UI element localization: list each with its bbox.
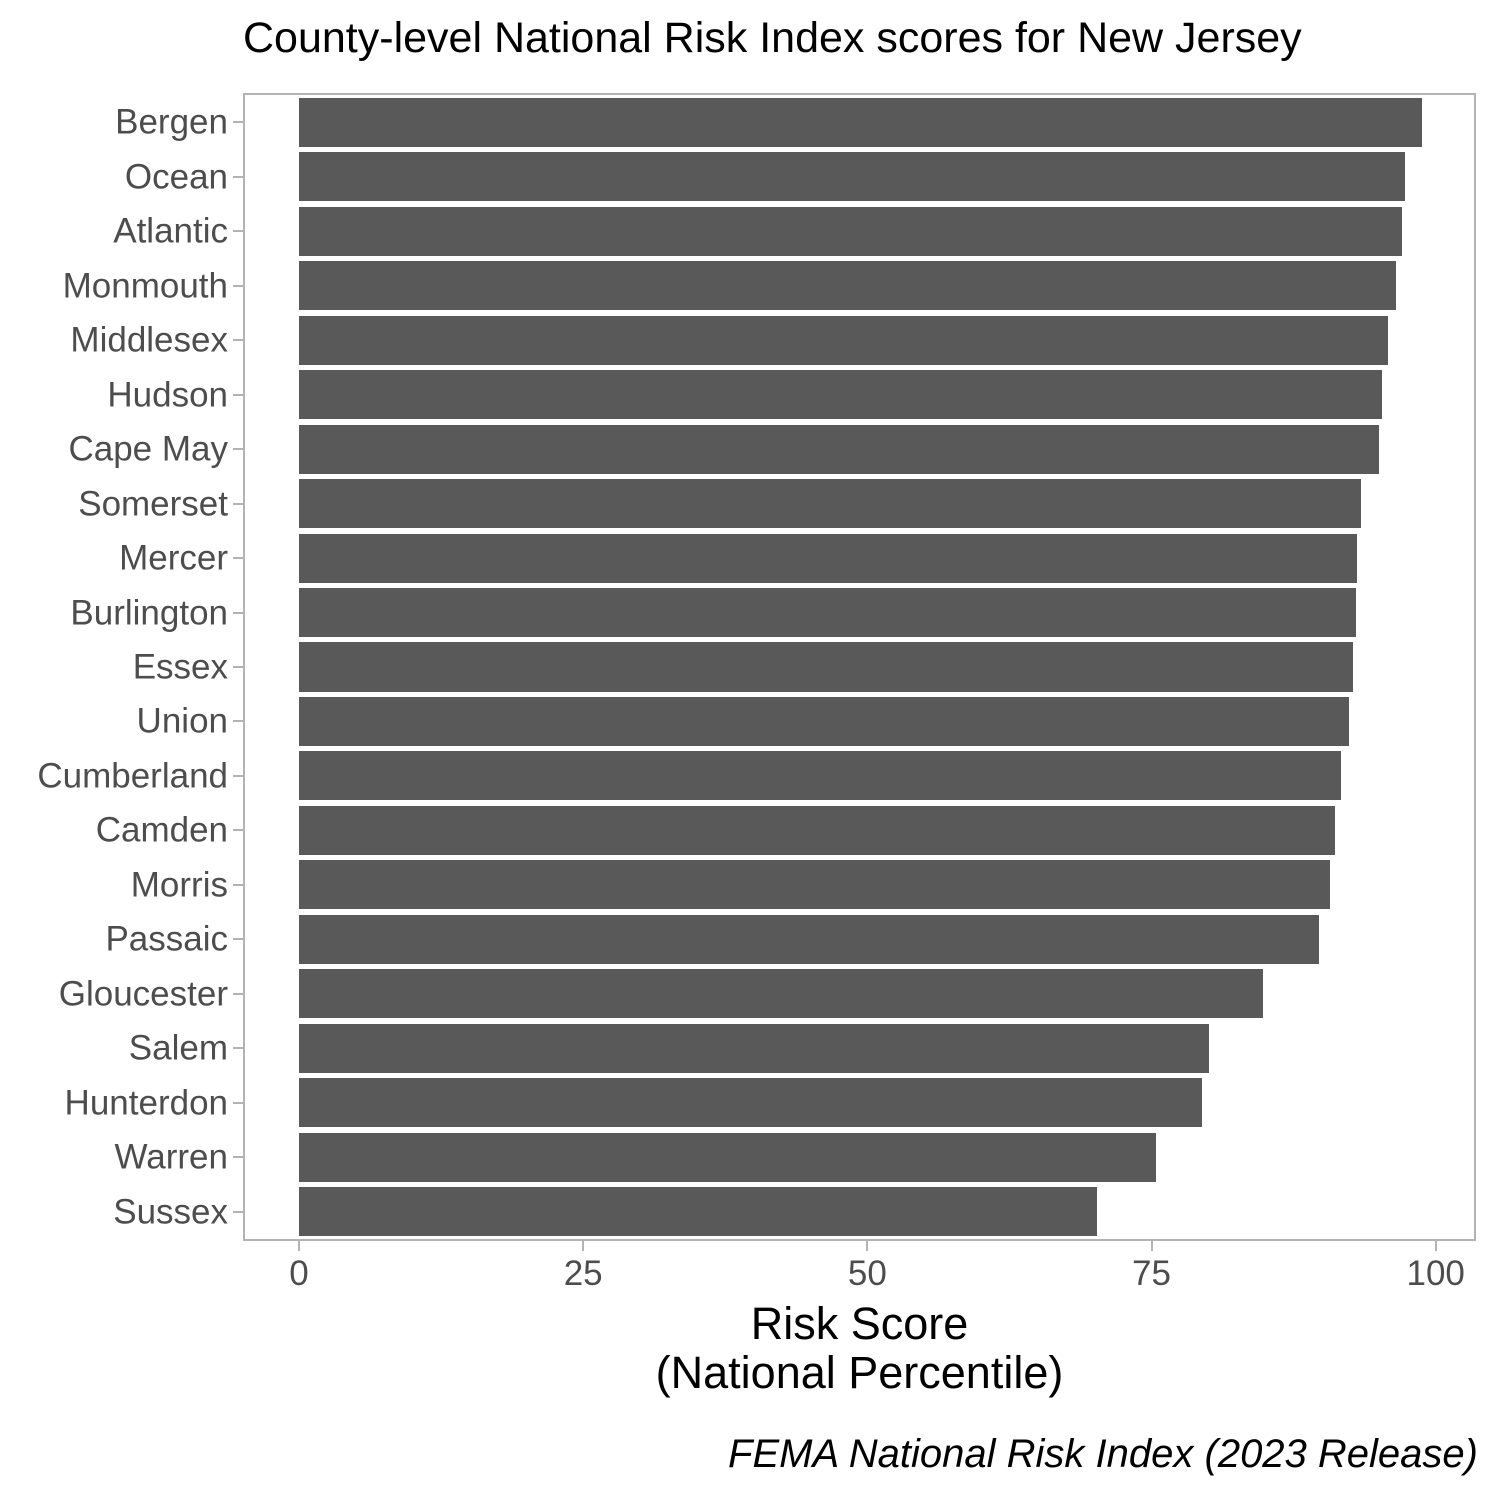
x-tick-mark <box>1434 1241 1437 1251</box>
bar-ocean <box>299 152 1405 202</box>
page-title: County-level National Risk Index scores … <box>243 14 1302 62</box>
bar-monmouth <box>299 261 1396 311</box>
y-axis-label-union: Union <box>136 701 228 741</box>
y-axis-label-middlesex: Middlesex <box>70 320 228 360</box>
y-axis-label-atlantic: Atlantic <box>113 211 228 251</box>
y-axis-label-somerset: Somerset <box>78 484 228 524</box>
x-axis-tick-label: 0 <box>289 1254 309 1293</box>
y-tick-mark <box>233 393 243 396</box>
y-axis-label-warren: Warren <box>114 1137 228 1177</box>
y-tick-mark <box>233 1047 243 1050</box>
source-caption: FEMA National Risk Index (2023 Release) <box>728 1432 1478 1476</box>
y-tick-mark <box>233 666 243 668</box>
bar-gloucester <box>299 969 1263 1019</box>
y-tick-mark <box>233 1210 243 1213</box>
x-axis-tick-label: 75 <box>1132 1254 1171 1293</box>
x-tick-mark <box>1150 1241 1153 1251</box>
x-tick-mark <box>866 1241 869 1251</box>
y-axis-label-cumberland: Cumberland <box>37 756 228 796</box>
y-axis-label-essex: Essex <box>132 647 228 687</box>
bar-union <box>299 696 1350 746</box>
x-axis-tick-label: 50 <box>847 1254 887 1293</box>
y-axis-label-sussex: Sussex <box>113 1192 228 1232</box>
bar-atlantic <box>299 206 1402 256</box>
y-tick-mark <box>233 720 243 723</box>
y-tick-mark <box>233 1156 243 1159</box>
y-tick-mark <box>233 121 243 124</box>
y-tick-mark <box>233 557 243 560</box>
x-axis-tick-label: 25 <box>563 1254 603 1293</box>
bar-somerset <box>299 479 1361 529</box>
y-tick-mark <box>233 774 243 777</box>
bar-sussex <box>299 1187 1097 1237</box>
y-axis-label-ocean: Ocean <box>124 157 228 197</box>
y-tick-mark <box>233 175 243 178</box>
bar-warren <box>299 1132 1157 1182</box>
y-tick-mark <box>233 611 243 614</box>
x-axis-tick-label: 100 <box>1406 1254 1465 1293</box>
y-axis-label-camden: Camden <box>95 810 228 850</box>
x-axis-title: Risk Score <box>750 1298 969 1349</box>
y-axis-label-bergen: Bergen <box>115 102 228 142</box>
y-tick-mark <box>233 448 243 451</box>
y-tick-mark <box>233 1101 243 1104</box>
bar-salem <box>299 1023 1210 1073</box>
bar-cape-may <box>299 424 1379 474</box>
y-axis-label-salem: Salem <box>128 1028 228 1068</box>
y-axis-label-hunterdon: Hunterdon <box>64 1083 228 1123</box>
y-axis-label-morris: Morris <box>130 865 228 905</box>
y-tick-mark <box>233 992 243 995</box>
bar-middlesex <box>299 315 1388 365</box>
bar-cumberland <box>299 751 1342 801</box>
y-axis-label-cape-may: Cape May <box>68 429 228 469</box>
x-tick-mark <box>298 1241 300 1251</box>
bar-hudson <box>299 370 1383 420</box>
y-tick-mark <box>233 339 243 342</box>
bar-passaic <box>299 914 1319 964</box>
y-tick-mark <box>233 883 243 886</box>
y-axis-label-passaic: Passaic <box>105 919 228 959</box>
y-axis-label-mercer: Mercer <box>119 538 228 578</box>
bar-camden <box>299 805 1335 855</box>
y-axis-label-gloucester: Gloucester <box>58 974 228 1014</box>
x-tick-mark <box>582 1241 585 1251</box>
bar-bergen <box>299 97 1423 147</box>
y-tick-mark <box>233 829 243 832</box>
bar-morris <box>299 860 1330 910</box>
y-tick-mark <box>233 230 243 233</box>
x-axis-subtitle: (National Percentile) <box>655 1347 1064 1398</box>
y-tick-mark <box>233 938 243 941</box>
y-tick-mark <box>233 284 243 287</box>
y-axis-label-burlington: Burlington <box>70 593 228 633</box>
bar-hunterdon <box>299 1078 1202 1128</box>
y-tick-mark <box>233 502 243 505</box>
y-axis-label-monmouth: Monmouth <box>62 266 228 306</box>
bar-essex <box>299 642 1353 692</box>
bar-mercer <box>299 533 1358 583</box>
bar-burlington <box>299 588 1357 638</box>
y-axis-label-hudson: Hudson <box>107 375 228 415</box>
